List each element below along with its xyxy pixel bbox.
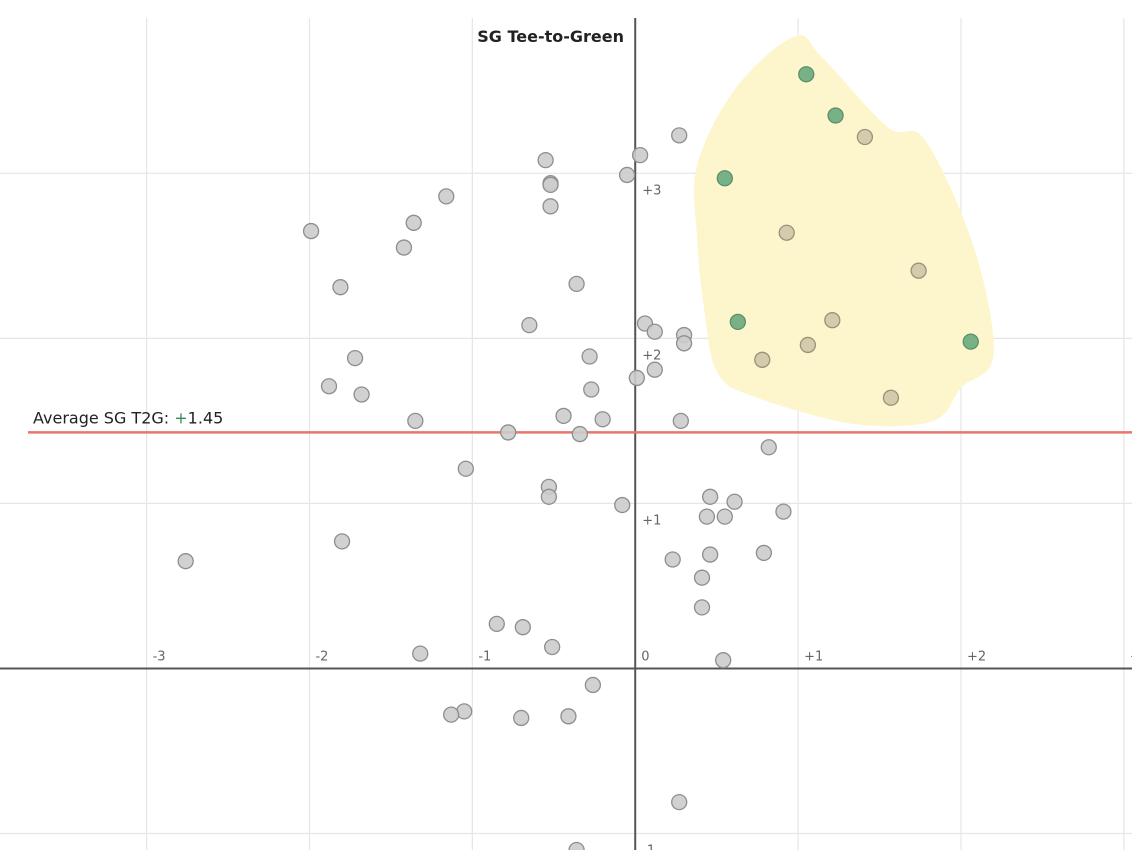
- data-point-highlight[interactable]: [827, 107, 844, 124]
- data-point[interactable]: [540, 488, 558, 505]
- data-point[interactable]: [646, 323, 663, 340]
- data-point[interactable]: [568, 841, 585, 850]
- data-point[interactable]: [755, 544, 773, 562]
- data-point[interactable]: [715, 652, 732, 669]
- x-tick-label: -1: [478, 649, 491, 664]
- data-point-region[interactable]: [778, 224, 795, 241]
- data-point[interactable]: [513, 709, 530, 727]
- data-point[interactable]: [672, 412, 689, 430]
- data-point[interactable]: [614, 496, 631, 514]
- data-point[interactable]: [412, 645, 429, 662]
- data-point-highlight[interactable]: [716, 170, 733, 187]
- data-point[interactable]: [514, 619, 531, 636]
- data-point-highlight[interactable]: [962, 333, 979, 350]
- data-point[interactable]: [584, 676, 602, 694]
- data-point[interactable]: [320, 378, 338, 395]
- average-line-label: Average SG T2G: +1.45: [33, 408, 223, 427]
- data-point[interactable]: [438, 188, 455, 205]
- data-point[interactable]: [395, 239, 413, 256]
- data-point[interactable]: [671, 793, 688, 811]
- data-point[interactable]: [693, 599, 711, 616]
- x-tick-label: -3: [153, 649, 166, 664]
- grid-lines: [0, 18, 1132, 850]
- data-point[interactable]: [760, 439, 777, 456]
- data-point[interactable]: [555, 407, 572, 425]
- data-point[interactable]: [675, 335, 693, 352]
- data-point[interactable]: [521, 316, 538, 334]
- data-points: [177, 66, 979, 850]
- data-point[interactable]: [544, 638, 561, 656]
- average-label-sign: +: [174, 408, 187, 427]
- data-point-region[interactable]: [824, 312, 841, 329]
- data-point[interactable]: [302, 222, 320, 240]
- data-point[interactable]: [631, 146, 649, 164]
- data-point[interactable]: [618, 166, 636, 184]
- data-point[interactable]: [568, 275, 585, 293]
- data-point[interactable]: [701, 488, 719, 505]
- data-point[interactable]: [628, 369, 646, 387]
- data-point[interactable]: [581, 348, 598, 365]
- data-point[interactable]: [560, 708, 577, 725]
- data-point-highlight[interactable]: [798, 66, 815, 83]
- y-axis-label: SG Tee-to-Green: [477, 27, 624, 46]
- data-point[interactable]: [542, 198, 559, 215]
- data-point[interactable]: [407, 412, 424, 430]
- data-point[interactable]: [775, 503, 792, 520]
- y-tick-label: +1: [642, 513, 661, 528]
- average-label-text: Average SG T2G:: [33, 408, 174, 427]
- data-point[interactable]: [457, 460, 474, 477]
- axes: [0, 18, 1132, 850]
- data-point[interactable]: [571, 425, 588, 443]
- x-tick-label: +1: [804, 649, 823, 664]
- data-point-region[interactable]: [754, 351, 771, 368]
- data-point[interactable]: [443, 706, 460, 723]
- data-point[interactable]: [693, 569, 711, 586]
- data-point[interactable]: [537, 151, 554, 169]
- data-point-region[interactable]: [799, 336, 817, 354]
- data-point-region[interactable]: [856, 128, 874, 146]
- data-point[interactable]: [726, 493, 743, 510]
- data-point[interactable]: [353, 386, 370, 403]
- data-point[interactable]: [333, 533, 351, 550]
- y-tick-label: +2: [642, 348, 661, 363]
- data-point[interactable]: [488, 615, 505, 633]
- highlight-region: [693, 35, 994, 427]
- data-point[interactable]: [177, 553, 194, 570]
- data-point[interactable]: [583, 381, 600, 398]
- data-point[interactable]: [664, 551, 681, 568]
- data-point-highlight[interactable]: [729, 313, 746, 330]
- data-point[interactable]: [500, 424, 517, 441]
- data-point[interactable]: [716, 508, 733, 525]
- data-point[interactable]: [698, 508, 716, 525]
- y-tick-label: +3: [642, 183, 661, 198]
- x-tick-label: +: [1130, 649, 1132, 664]
- data-point[interactable]: [594, 411, 611, 428]
- data-point[interactable]: [542, 176, 559, 194]
- data-point[interactable]: [405, 214, 422, 231]
- highlight-region-layer: [693, 35, 994, 427]
- x-tick-label: -2: [315, 649, 328, 664]
- data-point[interactable]: [346, 350, 364, 367]
- data-point[interactable]: [701, 546, 719, 563]
- tick-labels: -3 -2 -1 0 +1 +2 + -1 +1 +2 +3: [153, 183, 1132, 850]
- data-point[interactable]: [646, 361, 663, 378]
- data-point-region[interactable]: [910, 262, 927, 279]
- data-point[interactable]: [671, 127, 688, 144]
- average-label-value: 1.45: [188, 408, 224, 427]
- y-tick-label: -1: [642, 843, 655, 850]
- x-tick-label: 0: [641, 649, 649, 664]
- data-point-region[interactable]: [882, 389, 900, 406]
- data-point[interactable]: [332, 279, 349, 296]
- x-tick-label: +2: [967, 649, 986, 664]
